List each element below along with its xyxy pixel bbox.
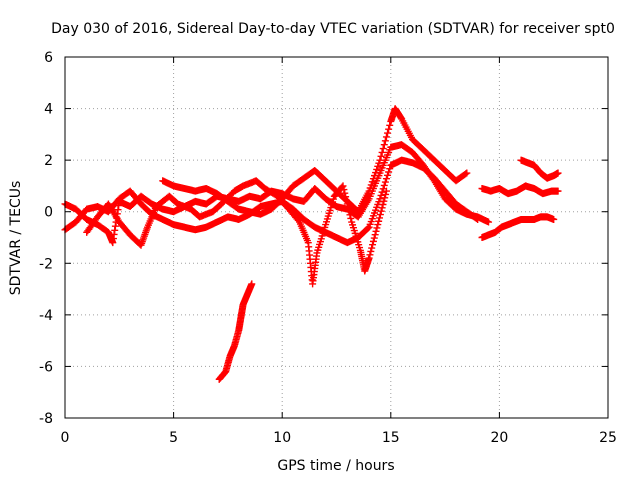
data-point [380,141,388,149]
data-point [345,207,353,215]
data-point [376,214,384,222]
data-point [473,215,481,223]
data-point [376,156,384,164]
data-point [364,224,372,232]
data-point [372,227,380,235]
data-point [346,211,354,219]
data-point [340,186,348,194]
data-point [375,159,383,167]
data-point [366,251,374,259]
data-point [463,169,471,177]
series-track-h [478,213,558,241]
y-tick-label: 6 [44,50,53,66]
data-point [377,207,385,215]
data-point [381,194,389,202]
data-point [375,217,383,225]
data-point [248,280,256,288]
data-point [370,234,378,242]
y-tick-label: -2 [39,256,53,272]
data-point [342,193,350,201]
data-point [386,165,394,173]
data-point [376,195,384,203]
data-point [381,178,389,186]
data-point [371,172,379,180]
data-point [377,152,385,160]
data-point [485,218,493,226]
series-track-e [215,280,256,383]
y-tick-label: 0 [44,205,53,221]
data-point [369,237,377,245]
data-point [342,196,350,204]
x-tick-label: 20 [490,430,508,446]
data-point [382,175,390,183]
data-point [294,216,302,224]
data-point [369,175,377,183]
x-axis-label: GPS time / hours [277,458,394,474]
data-point [339,182,347,190]
data-point [474,215,482,223]
data-point [379,200,387,208]
data-point [365,187,373,195]
data-point [382,187,390,195]
data-point [368,244,376,252]
y-tick-label: -8 [39,411,53,427]
data-point [382,133,390,141]
data-point [382,190,390,198]
data-point [374,221,382,229]
series-track-c [159,105,471,218]
data-point [554,187,562,195]
data-point [380,197,388,205]
data-point [374,162,382,170]
data-point [369,241,377,249]
data-point [378,204,386,212]
series-track-g [517,156,562,182]
data-point [379,145,387,153]
data-point [373,224,381,232]
data-point [376,211,384,219]
data-point [550,215,558,223]
data-point [554,169,562,177]
x-tick-label: 10 [273,430,291,446]
data-point [384,171,392,179]
series-track-d [83,177,390,288]
data-point [368,178,376,186]
data-point [462,170,470,178]
data-point [366,184,374,192]
x-tick-label: 5 [169,430,178,446]
y-tick-label: -4 [39,308,53,324]
data-point [371,231,379,239]
data-point [343,200,351,208]
plot-frame [64,56,609,419]
data-point [381,137,389,145]
x-tick-label: 15 [382,430,400,446]
series-track-f [478,182,562,198]
chart-title: Day 030 of 2016, Sidereal Day-to-day VTE… [51,21,615,37]
data-point [365,254,373,262]
y-tick-label: 2 [44,153,53,169]
data-point [344,204,352,212]
x-tick-label: 25 [599,430,617,446]
data-point [373,165,381,173]
data-point [385,168,393,176]
data-point [384,129,392,137]
x-tick-label: 0 [61,430,70,446]
y-axis-label: SDTVAR / TECUs [8,181,24,296]
data-points [61,105,562,383]
data-point [385,125,393,133]
data-point [380,181,388,189]
data-point [377,191,385,199]
data-point [386,121,394,129]
axis-ticks: 0 5 10 15 20 25 -8 -6 -4 -2 0 2 4 6 [39,50,617,446]
data-point [347,214,355,222]
y-tick-label: 4 [44,102,53,118]
data-point [372,169,380,177]
data-point [341,189,349,197]
data-point [367,181,375,189]
data-point [378,148,386,156]
y-tick-label: -6 [39,359,53,375]
data-point [367,247,375,255]
